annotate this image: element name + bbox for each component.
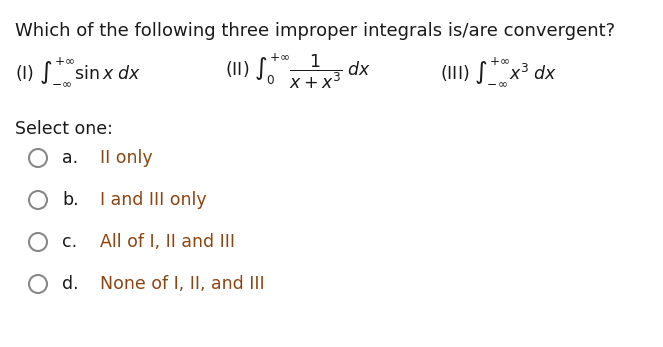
Text: Which of the following three improper integrals is/are convergent?: Which of the following three improper in… [15, 22, 615, 40]
Text: (I) $\int_{-\infty}^{+\infty} \sin x\; dx$: (I) $\int_{-\infty}^{+\infty} \sin x\; d… [15, 56, 141, 88]
Text: (III) $\int_{-\infty}^{+\infty} x^3\; dx$: (III) $\int_{-\infty}^{+\infty} x^3\; dx… [440, 56, 558, 88]
Text: All of I, II and III: All of I, II and III [100, 233, 235, 251]
Text: II only: II only [100, 149, 152, 167]
Text: c.: c. [62, 233, 77, 251]
Text: b.: b. [62, 191, 79, 209]
Text: I and III only: I and III only [100, 191, 207, 209]
Text: a.: a. [62, 149, 78, 167]
Text: None of I, II, and III: None of I, II, and III [100, 275, 265, 293]
Text: Select one:: Select one: [15, 120, 113, 138]
Text: d.: d. [62, 275, 79, 293]
Text: (II) $\int_{0}^{+\infty} \dfrac{1}{x+x^3}\; dx$: (II) $\int_{0}^{+\infty} \dfrac{1}{x+x^3… [225, 52, 371, 92]
